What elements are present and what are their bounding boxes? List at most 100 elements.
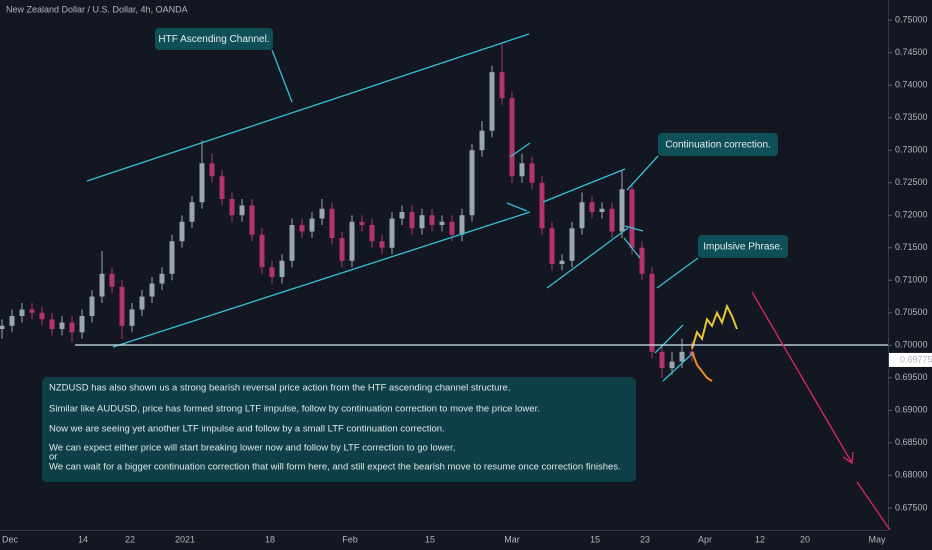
candle-body — [229, 198, 235, 216]
candle-body — [489, 72, 495, 131]
arrow-line — [856, 481, 891, 531]
note-line: Similar like AUDUSD, price has formed st… — [49, 404, 540, 415]
flag-line — [623, 237, 641, 259]
candle-body — [529, 163, 535, 183]
candle-body — [289, 225, 295, 261]
candle-body — [129, 309, 135, 326]
y-tick-label: 0.70500 — [895, 307, 928, 317]
candle-body — [189, 202, 195, 222]
candle-body — [569, 228, 575, 261]
x-tick-label: 15 — [590, 534, 600, 544]
annotation: Continuation correction. — [665, 140, 771, 151]
candle-body — [599, 208, 605, 212]
candle-body — [69, 322, 75, 333]
candle-body — [369, 225, 375, 242]
candle-body — [209, 163, 215, 177]
candle-body — [239, 205, 245, 216]
y-tick-label: 0.71500 — [895, 242, 928, 252]
candle-body — [309, 218, 315, 232]
candle-body — [519, 163, 525, 177]
x-tick-label: Apr — [698, 534, 712, 544]
y-tick-label: 0.71000 — [895, 275, 928, 285]
annotation: HTF Ascending Channel. — [158, 34, 269, 45]
candle-body — [679, 351, 685, 362]
candle-body — [99, 273, 105, 297]
y-tick-label: 0.68000 — [895, 470, 928, 480]
candle-body — [269, 267, 275, 278]
x-tick-label: 15 — [425, 534, 435, 544]
candle-body — [639, 247, 645, 274]
flag-line — [662, 352, 694, 382]
candle-body — [609, 208, 615, 232]
note-box — [42, 377, 636, 482]
chart-title: New Zealand Dollar / U.S. Dollar, 4h, OA… — [6, 4, 188, 14]
annotation-box — [155, 28, 273, 50]
y-tick-label: 0.75000 — [895, 15, 928, 25]
candle-body — [39, 312, 45, 320]
candle-body — [539, 182, 545, 229]
candle-body — [0, 325, 5, 330]
candle-body — [259, 234, 265, 268]
candle-body — [509, 98, 515, 177]
note-line: or — [49, 452, 57, 463]
y-tick-label: 0.74500 — [895, 47, 928, 57]
candle-body — [339, 238, 345, 261]
candle-body — [389, 218, 395, 248]
note-line: We can expect either price will start br… — [49, 443, 455, 454]
candle-body — [379, 241, 385, 248]
annotation-box — [658, 133, 778, 156]
callout-line — [656, 257, 699, 289]
x-tick-label: 14 — [78, 534, 88, 544]
candle-body — [109, 273, 115, 287]
candle-body — [219, 176, 225, 199]
channel-lower — [112, 211, 531, 348]
candle-body — [169, 241, 175, 274]
grid — [888, 19, 892, 509]
note-line: We can wait for a bigger continuation co… — [49, 462, 621, 473]
candle-body — [149, 283, 155, 297]
arrow-line — [751, 291, 853, 464]
candle-body — [629, 189, 635, 248]
candle-body — [139, 296, 145, 310]
annotation-box — [698, 235, 788, 258]
x-tick-label: 12 — [755, 534, 765, 544]
last-price-label: 0.69775 — [900, 354, 932, 364]
candle-body — [659, 351, 665, 369]
candle-body — [499, 72, 505, 99]
marks — [0, 42, 738, 382]
y-tick-label: 0.70000 — [895, 340, 928, 350]
note-line: Now we are seeing yet another LTF impuls… — [49, 424, 445, 435]
y-tick-label: 0.72500 — [895, 177, 928, 187]
callout-line — [271, 49, 293, 103]
candle-body — [459, 215, 465, 235]
x-tick-label: 23 — [640, 534, 650, 544]
candle-body — [179, 221, 185, 242]
x-tick-label: 20 — [800, 534, 810, 544]
flag-line — [624, 225, 644, 232]
projection-line — [691, 351, 713, 382]
candle-body — [669, 361, 675, 369]
y-tick-label: 0.67500 — [895, 502, 928, 512]
flag-line — [509, 142, 531, 158]
x-tick-label: Mar — [504, 534, 520, 544]
y-tick-label: 0.74000 — [895, 80, 928, 90]
candle-body — [419, 215, 425, 229]
y-tick-label: 0.73500 — [895, 112, 928, 122]
y-tick-label: 0.69500 — [895, 372, 928, 382]
candle-body — [319, 208, 325, 219]
arrow-head — [842, 451, 854, 465]
candle-body — [409, 212, 415, 229]
candle-body — [299, 225, 305, 232]
candle-body — [279, 260, 285, 278]
candle-body — [29, 309, 35, 313]
candle-body — [19, 309, 25, 317]
y-tick-label: 0.72000 — [895, 210, 928, 220]
correction-lower — [546, 227, 629, 289]
x-tick-label: 2021 — [175, 534, 195, 544]
note-line: NZDUSD has also shown us a strong bearis… — [49, 383, 510, 394]
candle-body — [89, 296, 95, 317]
candle-body — [249, 205, 255, 235]
candle-body — [589, 202, 595, 212]
candle-body — [399, 212, 405, 219]
